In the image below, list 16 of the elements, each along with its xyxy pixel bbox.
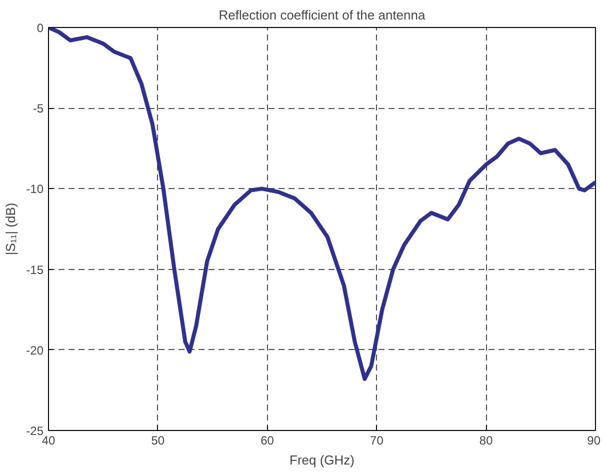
- y-axis-title: |S₁₁| (dB): [3, 202, 18, 256]
- y-tick-label: -10: [26, 182, 44, 196]
- x-tick-label: 70: [370, 434, 384, 448]
- chart-title: Reflection coefficient of the antenna: [218, 8, 426, 22]
- x-axis-title: Freq (GHz): [290, 452, 354, 468]
- x-tick-label: 50: [151, 434, 165, 448]
- y-tick-label: -15: [26, 262, 44, 277]
- x-tick-label: 60: [260, 434, 274, 448]
- y-tick-label: -20: [26, 343, 44, 358]
- y-tick-label: -25: [26, 424, 44, 438]
- x-tick-label: 40: [42, 434, 56, 448]
- y-tick-label: 0: [36, 21, 44, 35]
- line-series: [48, 28, 596, 381]
- x-tick-label: 90: [587, 434, 601, 448]
- x-tick-label: 80: [479, 434, 494, 448]
- y-tick-label: -5: [32, 102, 44, 116]
